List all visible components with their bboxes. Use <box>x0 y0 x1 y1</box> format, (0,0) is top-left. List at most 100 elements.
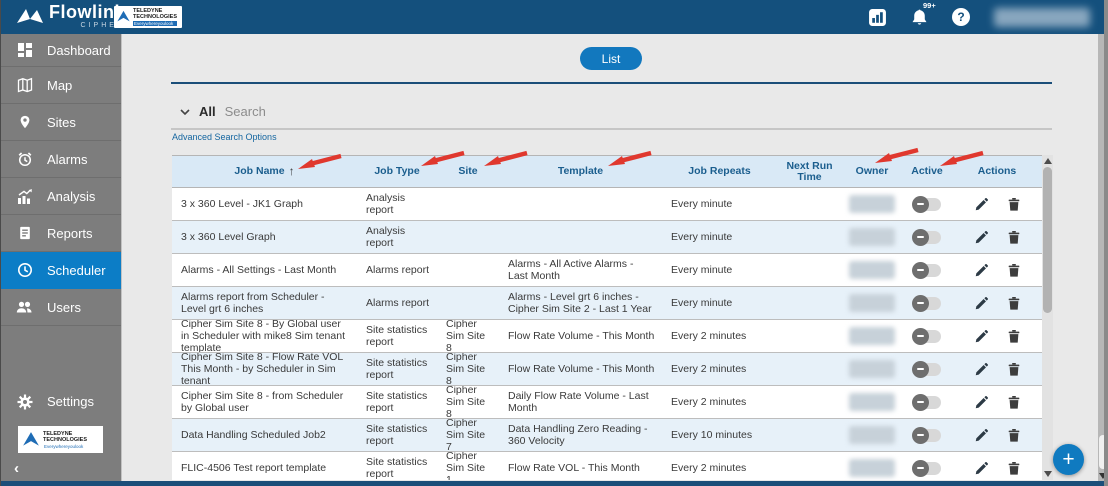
brand-subtitle: CIPHER <box>80 22 125 29</box>
owner-redacted <box>849 360 895 378</box>
user-account-redacted[interactable] <box>994 7 1090 27</box>
toggle-minus-icon <box>911 393 929 411</box>
add-job-button[interactable]: + <box>1053 444 1084 475</box>
cell-site: Cipher Sim Site 8 <box>446 320 486 352</box>
window-scrollbar[interactable] <box>1098 34 1104 481</box>
column-header-next-run-time[interactable]: Next Run Time <box>786 159 833 183</box>
cell-active <box>902 419 952 451</box>
active-toggle-off[interactable] <box>911 294 941 312</box>
column-header-job-repeats[interactable]: Job Repeats <box>688 165 751 177</box>
notifications-bell-icon[interactable]: 99+ <box>911 1 936 27</box>
table-row[interactable]: Cipher Sim Site 8 - Flow Rate VOL This M… <box>172 353 1042 386</box>
cell-actions <box>952 386 1042 418</box>
scroll-up-icon[interactable] <box>1044 158 1052 164</box>
cell-job-name: FLIC-4506 Test report template <box>181 462 327 474</box>
cell-site <box>437 221 499 253</box>
sidebar-item-map[interactable]: Map <box>1 67 121 104</box>
delete-button[interactable] <box>1008 428 1020 442</box>
column-header-active[interactable]: Active <box>911 165 943 177</box>
scroll-down-icon[interactable] <box>1099 473 1104 479</box>
table-row[interactable]: Alarms report from Scheduler - Level grt… <box>172 287 1042 320</box>
delete-button[interactable] <box>1008 197 1020 211</box>
cell-next-run-time <box>777 452 842 480</box>
sidebar-item-sites[interactable]: Sites <box>1 104 121 141</box>
sidebar-collapse-button[interactable]: ‹ <box>14 460 19 477</box>
table-row[interactable]: 3 x 360 Level - JK1 Graph Analysis repor… <box>172 188 1042 221</box>
sidebar-item-settings[interactable]: Settings <box>1 385 121 418</box>
column-header-site[interactable]: Site <box>458 165 478 177</box>
cell-actions <box>952 452 1042 480</box>
cell-job-type: Analysis report <box>366 225 406 249</box>
edit-button[interactable] <box>975 197 988 211</box>
search-scope-all[interactable]: All <box>199 104 216 119</box>
dashboard-icon <box>16 42 33 58</box>
cell-job-type: Site statistics report <box>366 324 428 348</box>
active-toggle-off[interactable] <box>911 228 941 246</box>
sidebar-item-users[interactable]: Users <box>1 289 121 326</box>
table-scrollbar-thumb[interactable] <box>1043 167 1052 313</box>
column-header-owner[interactable]: Owner <box>855 165 889 177</box>
sidebar-item-reports[interactable]: Reports <box>1 215 121 252</box>
flowlink-logo[interactable]: Flowlink CIPHER <box>17 3 125 31</box>
sidebar-item-alarms[interactable]: Alarms <box>1 141 121 178</box>
active-toggle-off[interactable] <box>911 459 941 477</box>
delete-button[interactable] <box>1008 395 1020 409</box>
list-view-button[interactable]: List <box>580 47 642 70</box>
edit-button[interactable] <box>975 263 988 277</box>
active-toggle-off[interactable] <box>911 195 941 213</box>
chevron-down-icon[interactable] <box>180 108 190 115</box>
sidebar-nav: Dashboard Map Sites Alarms Analysis Repo… <box>1 34 121 481</box>
active-toggle-off[interactable] <box>911 327 941 345</box>
cell-job-type: Alarms report <box>366 297 430 309</box>
delete-button[interactable] <box>1008 329 1020 343</box>
cell-next-run-time <box>777 320 842 352</box>
window-scrollbar-thumb[interactable] <box>1099 435 1104 469</box>
scroll-down-icon[interactable] <box>1044 471 1052 477</box>
table-row[interactable]: 3 x 360 Level Graph Analysis report Ever… <box>172 221 1042 254</box>
search-panel-header[interactable]: All Search <box>180 104 266 119</box>
reports-chart-icon[interactable] <box>868 8 887 27</box>
table-row[interactable]: Data Handling Scheduled Job2 Site statis… <box>172 419 1042 452</box>
advanced-search-options-link[interactable]: Advanced Search Options <box>172 132 277 142</box>
edit-button[interactable] <box>975 296 988 310</box>
column-header-job-type[interactable]: Job Type <box>374 165 420 177</box>
cell-active <box>902 287 952 319</box>
cell-job-repeats: Every 2 minutes <box>671 330 747 342</box>
cell-actions <box>952 188 1042 220</box>
cell-job-name: Cipher Sim Site 8 - By Global user in Sc… <box>181 320 345 352</box>
active-toggle-off[interactable] <box>911 261 941 279</box>
edit-button[interactable] <box>975 362 988 376</box>
help-icon[interactable]: ? <box>952 8 970 26</box>
delete-button[interactable] <box>1008 461 1020 475</box>
table-scrollbar[interactable] <box>1042 155 1053 480</box>
table-row[interactable]: FLIC-4506 Test report template Site stat… <box>172 452 1042 480</box>
delete-button[interactable] <box>1008 296 1020 310</box>
delete-button[interactable] <box>1008 263 1020 277</box>
table-row[interactable]: Cipher Sim Site 8 - from Scheduler by Gl… <box>172 386 1042 419</box>
edit-button[interactable] <box>975 329 988 343</box>
teledyne-line1: TELEDYNE <box>43 430 73 437</box>
edit-button[interactable] <box>975 395 988 409</box>
edit-button[interactable] <box>975 230 988 244</box>
cell-template <box>499 221 662 253</box>
cell-actions <box>952 254 1042 286</box>
delete-button[interactable] <box>1008 362 1020 376</box>
sidebar-label: Reports <box>47 225 93 241</box>
table-row[interactable]: Alarms - All Settings - Last Month Alarm… <box>172 254 1042 287</box>
active-toggle-off[interactable] <box>911 393 941 411</box>
table-row[interactable]: Cipher Sim Site 8 - By Global user in Sc… <box>172 320 1042 353</box>
cell-next-run-time <box>777 386 842 418</box>
column-header-template[interactable]: Template <box>557 165 604 177</box>
edit-button[interactable] <box>975 461 988 475</box>
sidebar-item-scheduler[interactable]: Scheduler <box>1 252 121 289</box>
delete-button[interactable] <box>1008 230 1020 244</box>
active-toggle-off[interactable] <box>911 426 941 444</box>
flowlink-bird-icon <box>17 8 43 31</box>
alarm-icon <box>16 151 33 167</box>
column-header-job-name[interactable]: Job Name ↑ <box>234 164 295 178</box>
sidebar-item-analysis[interactable]: Analysis <box>1 178 121 215</box>
sidebar-item-dashboard[interactable]: Dashboard <box>1 34 121 67</box>
active-toggle-off[interactable] <box>911 360 941 378</box>
edit-button[interactable] <box>975 428 988 442</box>
cell-actions <box>952 287 1042 319</box>
